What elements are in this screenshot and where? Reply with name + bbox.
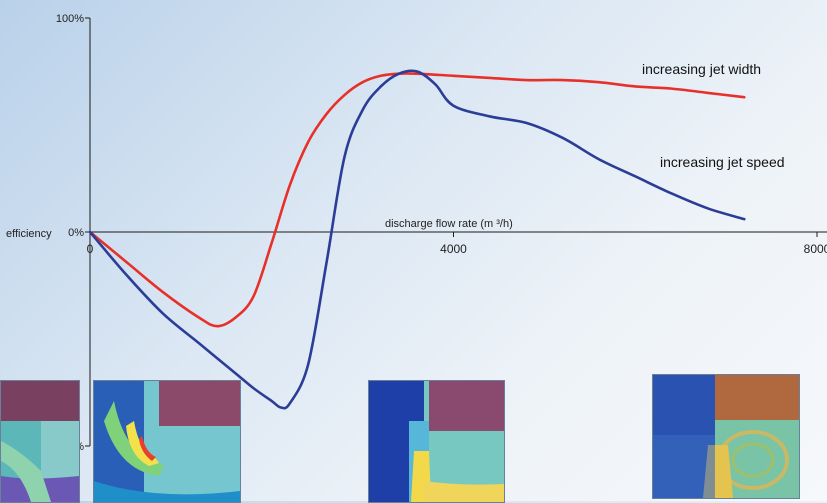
series-label: increasing jet width [642, 61, 761, 77]
y-axis-label: efficiency [6, 228, 52, 240]
simulation-thumbnail-3 [368, 380, 505, 503]
x-tick-label: 0 [87, 242, 94, 256]
x-axis-label: discharge flow rate (m ³/h) [385, 218, 513, 230]
simulation-thumbnail-2 [93, 380, 241, 503]
series-line-jet-width [88, 72, 746, 328]
simulation-thumbnail-1 [0, 380, 80, 503]
y-tick-label: 100% [56, 13, 84, 25]
x-tick-label: 4000 [440, 242, 467, 256]
series-labels: increasing jet width increasing jet speed [642, 61, 785, 170]
series-lines [88, 69, 746, 410]
simulation-thumbnail-4 [652, 374, 800, 499]
y-tick-label: 0% [68, 227, 84, 239]
x-tick-label: 8000 [804, 242, 827, 256]
series-label: increasing jet speed [660, 154, 785, 170]
series-line-jet-speed [88, 69, 746, 410]
axis-ticks: 040008000100%0%% [56, 13, 827, 453]
